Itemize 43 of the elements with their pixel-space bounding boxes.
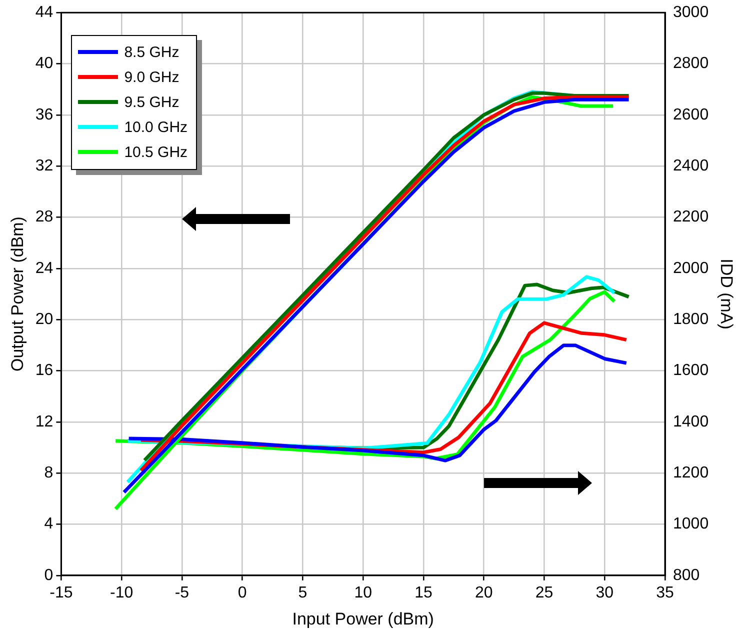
legend-label: 10.5 GHz [124, 144, 188, 161]
x-tick-label: 5 [298, 584, 308, 602]
y2-tick-label: 2800 [673, 55, 709, 72]
y-tick-label: 24 [35, 260, 54, 277]
x-tick-label: 30 [596, 584, 614, 602]
y2-axis-title: IDD (mA) [717, 258, 736, 330]
y2-tick-label: 2200 [673, 208, 709, 226]
x-tick-label: 35 [656, 584, 674, 602]
y2-tick-label: 2600 [673, 106, 709, 124]
x-tick-label: 25 [535, 584, 554, 602]
y2-tick-label: 1800 [673, 310, 709, 328]
y-tick-label: 8 [44, 464, 54, 482]
legend-label: 9.0 GHz [124, 68, 180, 86]
y-tick-label: 40 [35, 55, 54, 72]
x-tick-label: 20 [474, 584, 493, 602]
x-tick-label: 15 [414, 584, 432, 602]
y-tick-label: 20 [35, 310, 54, 328]
y-tick-label: 28 [35, 208, 54, 226]
legend-label: 9.5 GHz [124, 94, 180, 111]
x-tick-label: -5 [174, 584, 190, 602]
y2-tick-label: 2400 [673, 157, 709, 174]
y2-tick-label: 1600 [673, 362, 709, 380]
x-tick-label: 0 [238, 584, 247, 602]
y-tick-label: 16 [35, 362, 54, 380]
legend-label: 8.5 GHz [124, 44, 180, 61]
x-tick-label: 10 [354, 584, 372, 602]
y-tick-label: 32 [35, 157, 54, 174]
x-tick-label: -15 [50, 584, 73, 602]
y2-tick-label: 1200 [673, 464, 709, 482]
y-axis-title: Output Power (dBm) [8, 216, 27, 372]
y-tick-label: 36 [35, 106, 54, 124]
y-tick-label: 4 [44, 516, 54, 533]
y-tick-label: 44 [35, 4, 54, 22]
y2-tick-label: 3000 [673, 4, 709, 22]
x-tick-label: -10 [110, 584, 134, 602]
y2-tick-label: 800 [673, 566, 700, 584]
x-axis-title: Input Power (dBm) [292, 609, 434, 628]
y2-tick-label: 1400 [673, 413, 709, 430]
y2-tick-label: 1000 [673, 516, 709, 533]
y2-tick-label: 2000 [673, 260, 709, 277]
y-tick-label: 0 [44, 566, 54, 584]
legend-label: 10.0 GHz [124, 118, 188, 136]
y-tick-label: 12 [35, 413, 54, 430]
